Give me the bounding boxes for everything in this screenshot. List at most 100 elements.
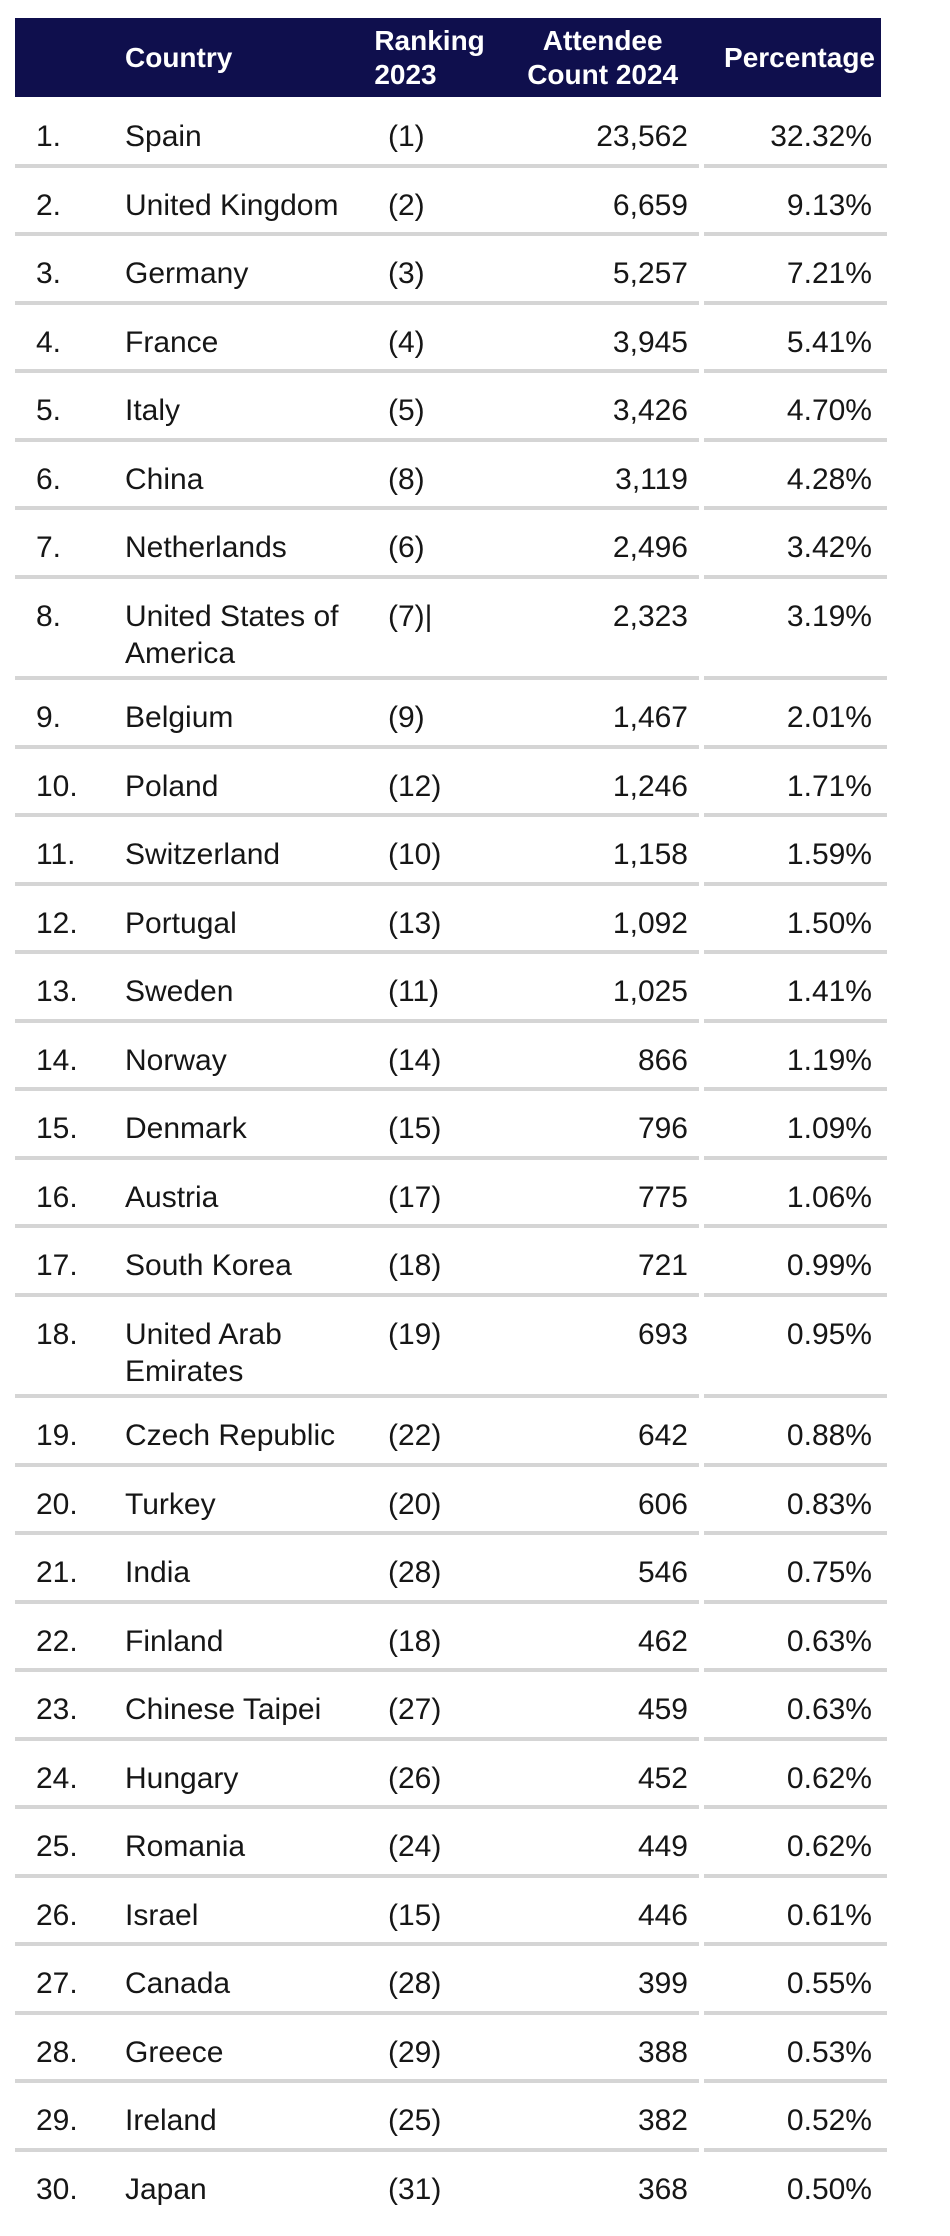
ranking-2023-cell: (22) — [388, 1419, 442, 1452]
country-cell: Portugal — [125, 906, 237, 940]
table-row: 6. China (8) 3,119 4.28% — [15, 440, 887, 510]
table-header-row: Country Ranking 2023 Attendee Count 2024… — [15, 18, 881, 97]
ranking-2023-cell: (18) — [388, 1624, 442, 1658]
ranking-2023-cell: (12) — [388, 769, 442, 803]
attendee-count-cell: 368 — [637, 2172, 688, 2206]
country-cell: Poland — [125, 769, 219, 803]
ranking-2023-cell: (10) — [388, 838, 442, 871]
ranking-2023-cell: (13) — [388, 906, 442, 940]
percentage-cell: 0.55% — [786, 1967, 872, 2000]
table-row: 4. France (4) 3,945 5.41% — [15, 303, 887, 373]
table-row: 2. United Kingdom (2) 6,659 9.13% — [15, 166, 887, 236]
attendee-count-cell: 866 — [637, 1043, 688, 1077]
attendee-count-cell: 446 — [637, 1898, 688, 1932]
country-cell: Norway — [125, 1043, 227, 1077]
row-number: 3. — [36, 257, 62, 290]
ranking-2023-cell: (19) — [388, 1317, 442, 1351]
percentage-cell: 1.59% — [786, 838, 872, 871]
percentage-cell: 0.88% — [786, 1419, 872, 1452]
table-row: 11. Switzerland (10) 1,158 1.59% — [15, 815, 887, 885]
country-cell: Hungary — [125, 1761, 239, 1795]
table-row: 18. United Arab Emirates (19) 693 0.95% — [15, 1295, 887, 1398]
row-number: 2. — [36, 188, 62, 222]
percentage-cell: 9.13% — [786, 188, 872, 222]
attendee-count-cell: 3,119 — [615, 462, 688, 496]
row-number: 27. — [36, 1967, 78, 2000]
country-cell: Ireland — [125, 2104, 217, 2137]
ranking-2023-cell: (24) — [388, 1830, 442, 1863]
attendee-count-cell: 462 — [637, 1624, 688, 1658]
country-cell: Spain — [125, 120, 202, 153]
attendee-count-cell: 693 — [637, 1317, 688, 1351]
table-row: 17. South Korea (18) 721 0.99% — [15, 1226, 887, 1296]
attendee-count-cell: 3,426 — [612, 394, 688, 427]
attendee-count-cell: 399 — [637, 1967, 688, 2000]
country-cell: Netherlands — [125, 531, 287, 564]
ranking-2023-cell: (2) — [388, 188, 425, 222]
percentage-cell: 0.75% — [786, 1556, 872, 1589]
percentage-cell: 1.71% — [786, 769, 872, 803]
country-cell: Austria — [125, 1180, 219, 1214]
row-number: 13. — [36, 975, 78, 1008]
ranking-2023-cell: (17) — [388, 1180, 442, 1214]
header-attendee-count-2024: Attendee Count 2024 — [527, 24, 679, 90]
table-row: 12. Portugal (13) 1,092 1.50% — [15, 884, 887, 954]
ranking-2023-cell: (11) — [388, 975, 440, 1008]
ranking-2023-cell: (29) — [388, 2035, 442, 2069]
table-row: 25. Romania (24) 449 0.62% — [15, 1807, 887, 1877]
country-cell: Greece — [125, 2035, 224, 2069]
ranking-2023-cell: (18) — [388, 1249, 442, 1282]
percentage-cell: 0.50% — [786, 2172, 872, 2206]
attendee-count-cell: 23,562 — [596, 120, 688, 153]
ranking-2023-cell: (7)| — [388, 599, 433, 633]
attendee-count-cell: 388 — [637, 2035, 688, 2069]
ranking-2023-cell: (14) — [388, 1043, 442, 1077]
country-cell: Denmark — [125, 1112, 247, 1145]
attendee-count-cell: 1,246 — [612, 769, 688, 803]
attendee-count-cell: 2,323 — [612, 599, 688, 633]
attendee-count-cell: 1,467 — [612, 701, 688, 734]
table-row: 23. Chinese Taipei (27) 459 0.63% — [15, 1670, 887, 1740]
table-row: 19. Czech Republic (22) 642 0.88% — [15, 1396, 887, 1466]
country-cell: Sweden — [125, 975, 234, 1008]
attendee-count-cell: 449 — [637, 1830, 688, 1863]
country-cell: Belgium — [125, 701, 234, 734]
ranking-2023-cell: (8) — [388, 462, 425, 496]
percentage-cell: 0.95% — [786, 1317, 872, 1351]
ranking-2023-cell: (26) — [388, 1761, 442, 1795]
attendee-count-cell: 721 — [637, 1249, 688, 1282]
percentage-cell: 4.28% — [786, 462, 872, 496]
country-cell: South Korea — [125, 1249, 292, 1282]
attendee-count-cell: 1,092 — [612, 906, 688, 940]
row-number: 20. — [36, 1487, 78, 1521]
country-cell: Romania — [125, 1830, 246, 1863]
row-number: 25. — [36, 1830, 78, 1863]
table-row: 15. Denmark (15) 796 1.09% — [15, 1089, 887, 1159]
ranking-2023-cell: (9) — [388, 701, 425, 734]
percentage-cell: 0.61% — [786, 1898, 872, 1932]
row-number: 12. — [36, 906, 78, 940]
country-cell: Italy — [125, 394, 181, 427]
table-row: 24. Hungary (26) 452 0.62% — [15, 1739, 887, 1809]
attendee-count-cell: 6,659 — [612, 188, 688, 222]
percentage-cell: 0.62% — [786, 1761, 872, 1795]
row-number: 22. — [36, 1624, 78, 1658]
attendee-count-cell: 546 — [637, 1556, 688, 1589]
table-row: 30. Japan (31) 368 0.50% — [15, 2150, 887, 2219]
table-row: 8. United States of America (7)| 2,323 3.19% — [15, 577, 887, 680]
country-cell: Germany — [125, 257, 249, 290]
percentage-cell: 3.19% — [786, 599, 872, 633]
ranking-2023-cell: (28) — [388, 1967, 442, 2000]
row-number: 28. — [36, 2035, 78, 2069]
row-number: 30. — [36, 2172, 78, 2206]
attendee-count-cell: 382 — [637, 2104, 688, 2137]
ranking-2023-cell: (4) — [388, 325, 425, 359]
row-number: 17. — [36, 1249, 78, 1282]
percentage-cell: 1.50% — [786, 906, 872, 940]
attendee-count-cell: 1,025 — [612, 975, 688, 1008]
attendee-count-cell: 796 — [637, 1112, 688, 1145]
row-number: 4. — [36, 325, 62, 359]
row-number: 29. — [36, 2104, 78, 2137]
attendee-count-cell: 1,158 — [612, 838, 688, 871]
attendee-count-cell: 459 — [637, 1693, 688, 1726]
